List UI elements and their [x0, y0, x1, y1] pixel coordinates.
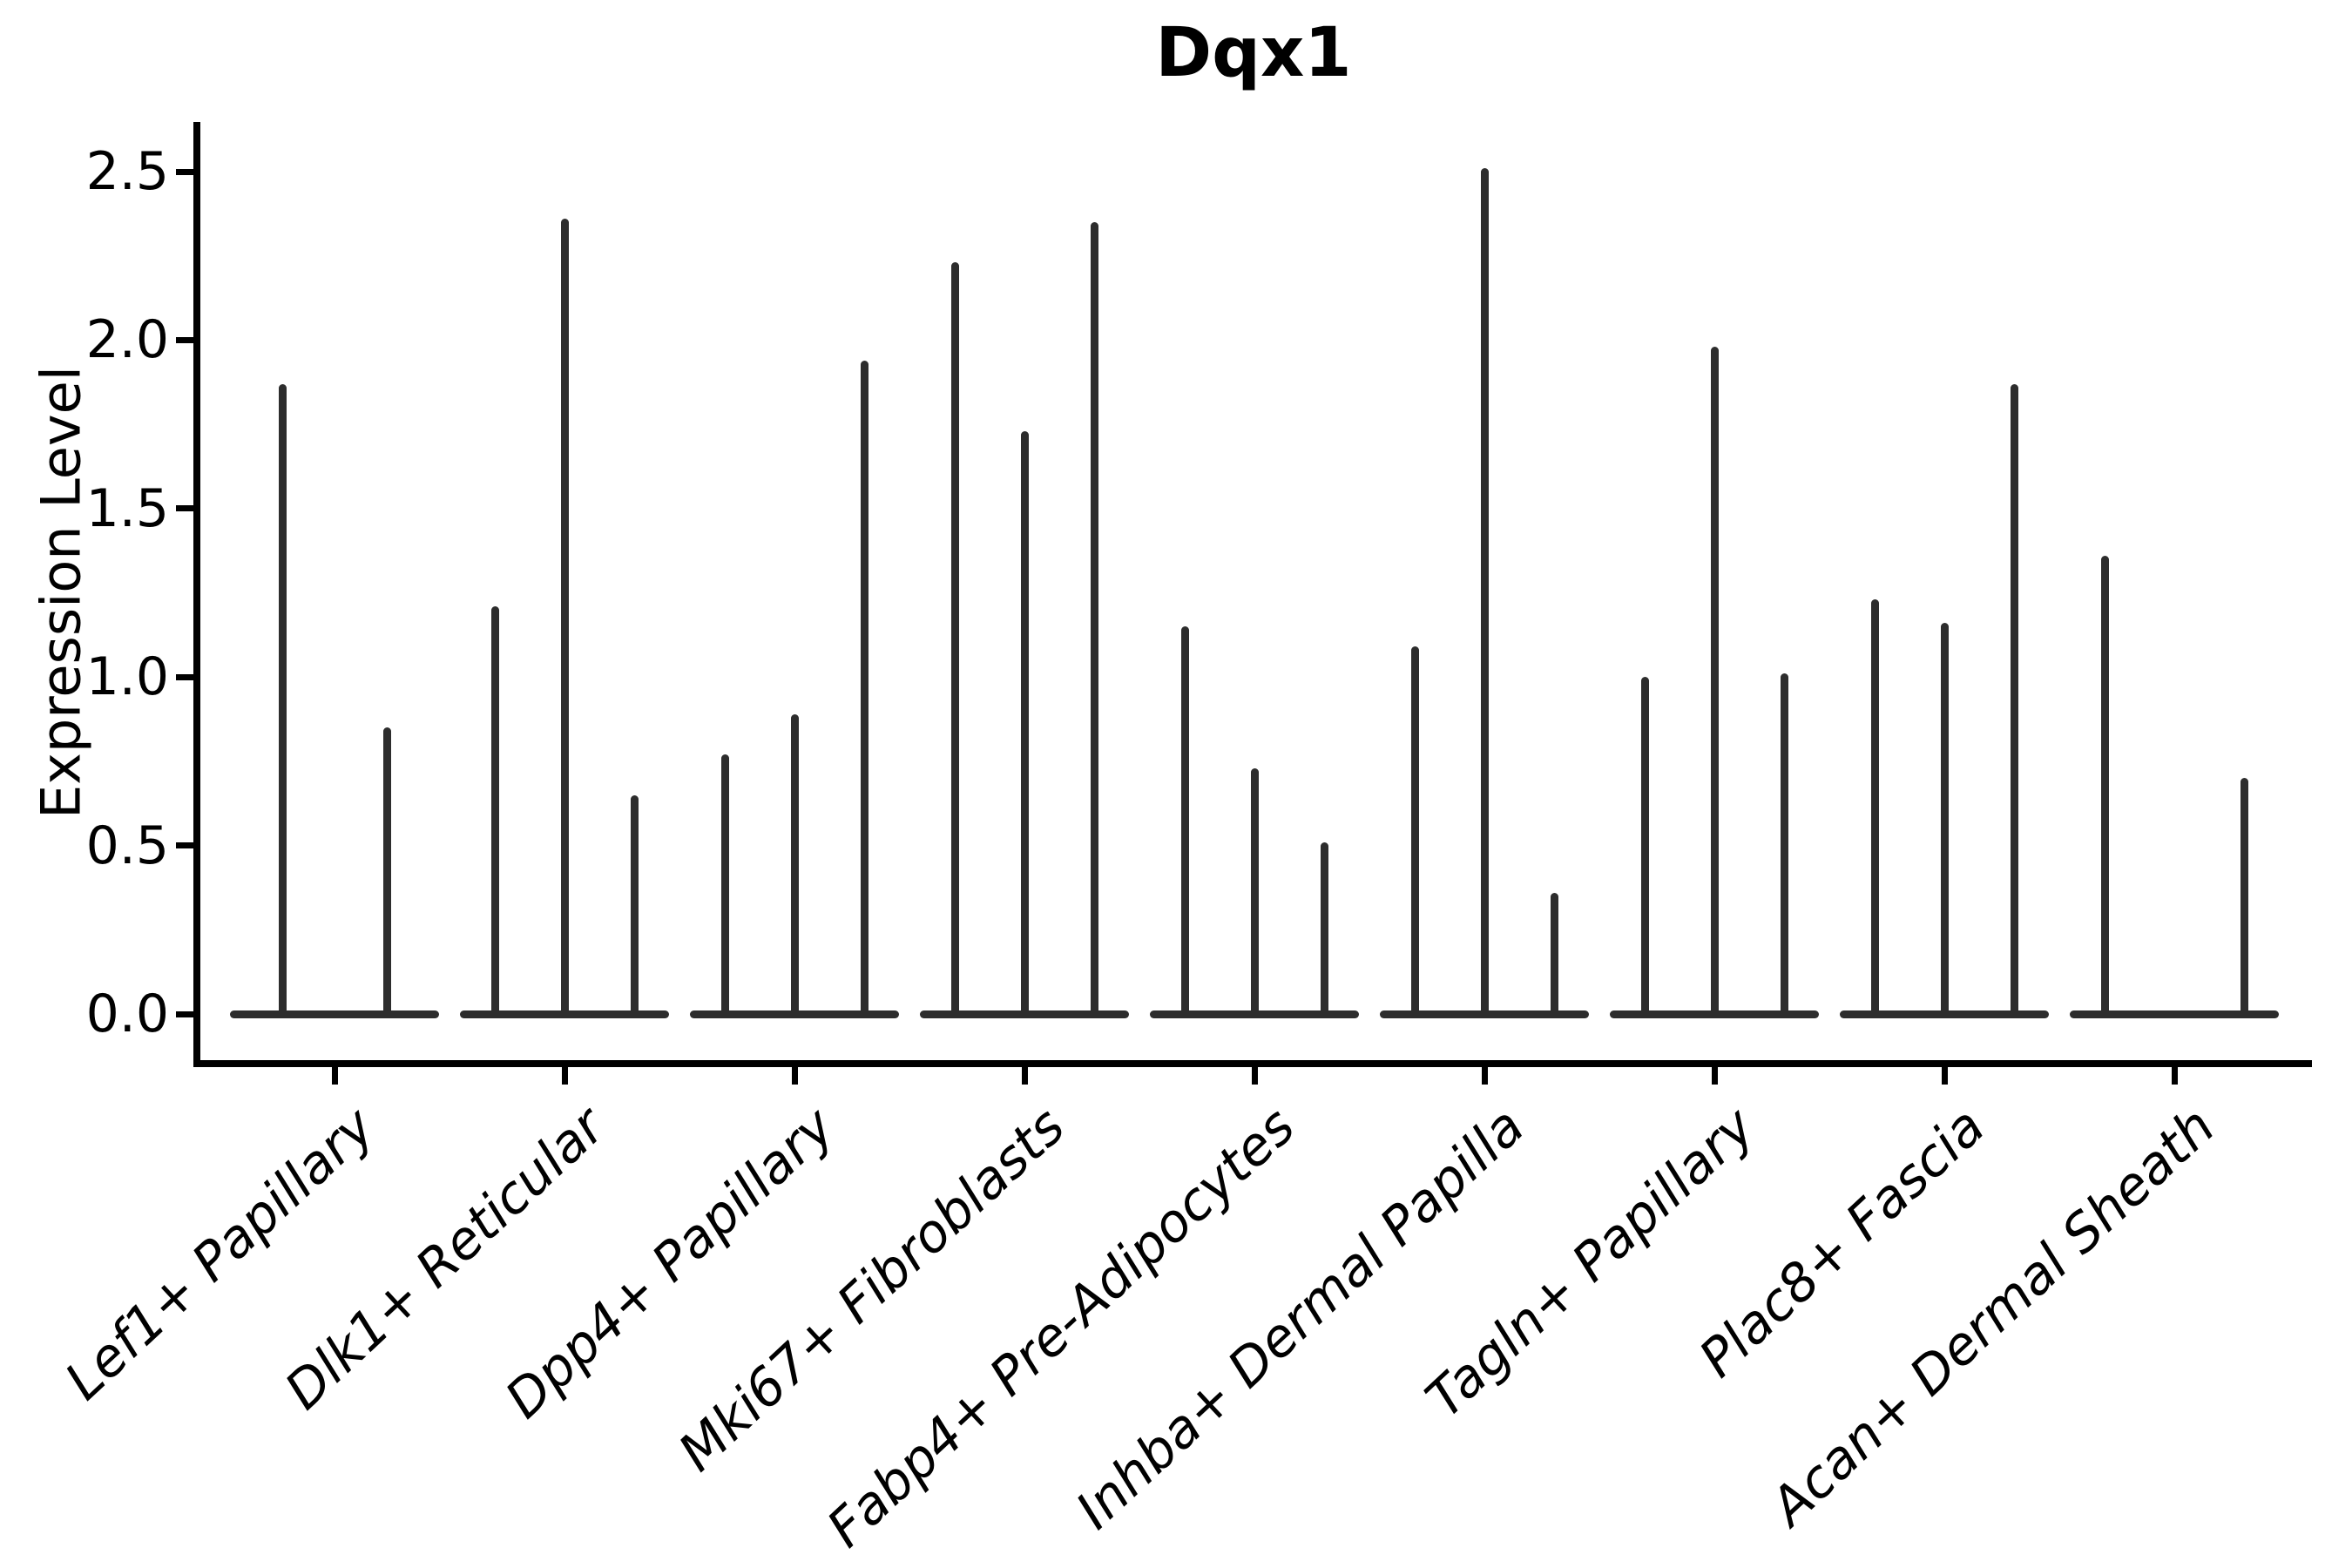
violin-group	[1150, 0, 1359, 1098]
violin-spike	[1180, 626, 1189, 1017]
violin-spike	[790, 713, 799, 1017]
violin-group	[920, 0, 1129, 1098]
violin-spike	[1870, 599, 1879, 1017]
y-tick-mark	[176, 505, 193, 512]
violin-group	[1380, 0, 1589, 1098]
y-tick-mark	[176, 842, 193, 849]
violin-spike	[1480, 168, 1489, 1017]
y-tick-label: 2.0	[85, 309, 169, 371]
x-tick-mark	[2171, 1067, 2178, 1085]
y-tick-label: 0.5	[85, 814, 169, 876]
x-tick-mark	[1481, 1067, 1488, 1085]
violin-spike	[2010, 383, 2018, 1017]
violin-group	[460, 0, 669, 1098]
violin-spike	[1410, 646, 1419, 1017]
violin-base	[2070, 1010, 2279, 1018]
violin-spike	[1320, 841, 1328, 1017]
x-category-label-text: Fabp4+ Pre-Adipocytes	[815, 1096, 1307, 1560]
violin-spike	[560, 219, 569, 1017]
chart-title: Dqx1	[1155, 14, 1352, 92]
x-axis-spine	[193, 1060, 2312, 1067]
violin-spike	[382, 727, 391, 1017]
y-axis-spine	[193, 122, 200, 1067]
violin-spike	[1250, 767, 1259, 1017]
violin-spike	[2240, 778, 2248, 1017]
violin-group	[2070, 0, 2279, 1098]
x-tick-mark	[1711, 1067, 1718, 1085]
y-tick-mark	[176, 1010, 193, 1017]
x-category-label: Acan+ Dermal Sheath	[1401, 1096, 2226, 1538]
violin-spike	[278, 383, 287, 1017]
violin-group	[690, 0, 899, 1098]
violin-spike	[1710, 347, 1719, 1017]
y-tick-label: 0.0	[85, 983, 169, 1044]
y-tick-label: 1.5	[85, 477, 169, 539]
x-tick-mark	[1941, 1067, 1948, 1085]
violin-spike	[630, 794, 639, 1017]
x-tick-mark	[1021, 1067, 1028, 1085]
violin-spike	[1780, 673, 1788, 1017]
violin-spike	[720, 754, 729, 1017]
violin-spike	[1090, 222, 1098, 1017]
x-category-label-text: Acan+ Dermal Sheath	[1759, 1096, 2227, 1538]
violin-group	[1840, 0, 2049, 1098]
violin-base	[230, 1010, 439, 1018]
violin-spike	[950, 262, 959, 1017]
y-tick-label: 1.0	[85, 646, 169, 708]
violin-group	[230, 0, 439, 1098]
violin-spike	[1940, 623, 1949, 1017]
y-tick-mark	[176, 168, 193, 175]
violin-spike	[2100, 555, 2109, 1017]
violin-spike	[1640, 677, 1649, 1017]
y-tick-label: 2.5	[85, 141, 169, 202]
x-category-label-text: Inhba+ Dermal Papilla	[1064, 1096, 1537, 1542]
violin-group	[1610, 0, 1819, 1098]
violin-spike	[490, 605, 499, 1017]
violin-spike	[1550, 892, 1558, 1017]
x-tick-mark	[791, 1067, 798, 1085]
violin-spike	[860, 360, 868, 1017]
x-tick-mark	[561, 1067, 568, 1085]
violin-spike	[1020, 430, 1029, 1017]
x-tick-mark	[1251, 1067, 1258, 1085]
y-tick-mark	[176, 336, 193, 343]
x-tick-mark	[331, 1067, 338, 1085]
y-tick-mark	[176, 673, 193, 680]
